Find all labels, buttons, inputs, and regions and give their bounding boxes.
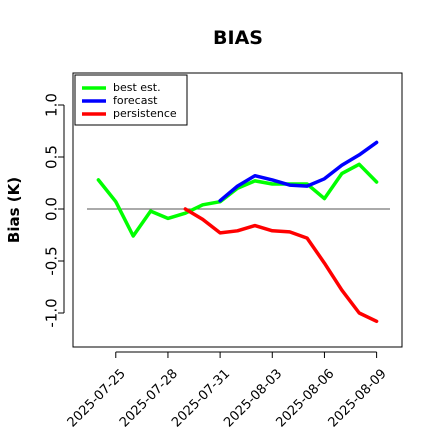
series-layer	[96, 140, 379, 324]
legend-label: best est.	[113, 81, 161, 94]
legend-label: forecast	[113, 94, 158, 107]
plot-frame	[72, 72, 403, 348]
y-tick-label: -1.0	[43, 298, 61, 327]
y-tick-label: 0.0	[43, 197, 61, 221]
series-line-forecast	[218, 140, 379, 203]
series-line-persistence	[183, 207, 379, 324]
legend-label: persistence	[113, 107, 177, 120]
series-line-best-est	[96, 162, 379, 238]
x-axis: 2025-07-252025-07-282025-07-312025-08-03…	[65, 351, 390, 430]
y-axis: -1.0 -0.5 0.0 0.5 1.0	[43, 93, 65, 328]
y-tick-label: 0.5	[43, 145, 61, 169]
chart-title: BIAS	[213, 27, 263, 49]
y-axis-label: Bias (K)	[5, 177, 23, 243]
y-tick-label: -0.5	[43, 246, 61, 275]
y-tick-label: 1.0	[43, 93, 61, 117]
